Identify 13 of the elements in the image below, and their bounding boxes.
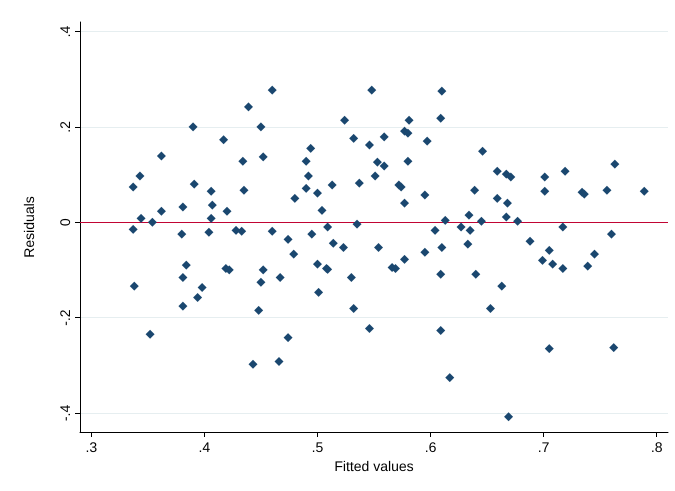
x-tick-label: .6	[424, 439, 437, 455]
y-tick-label: -.2	[57, 309, 73, 326]
x-tick-label: .4	[198, 439, 210, 455]
y-tick-label: 0	[57, 218, 73, 226]
y-axis-title: Residuals	[21, 196, 37, 258]
y-tick-label: .4	[57, 25, 73, 38]
x-tick-label: .7	[538, 439, 550, 455]
y-tick-label: -.4	[57, 404, 73, 422]
y-tick-label: .2	[57, 120, 73, 133]
x-tick-label: .3	[85, 439, 98, 455]
x-tick-label: .5	[312, 439, 324, 455]
x-axis-title: Fitted values	[334, 458, 414, 474]
x-tick-label: .8	[650, 439, 663, 455]
